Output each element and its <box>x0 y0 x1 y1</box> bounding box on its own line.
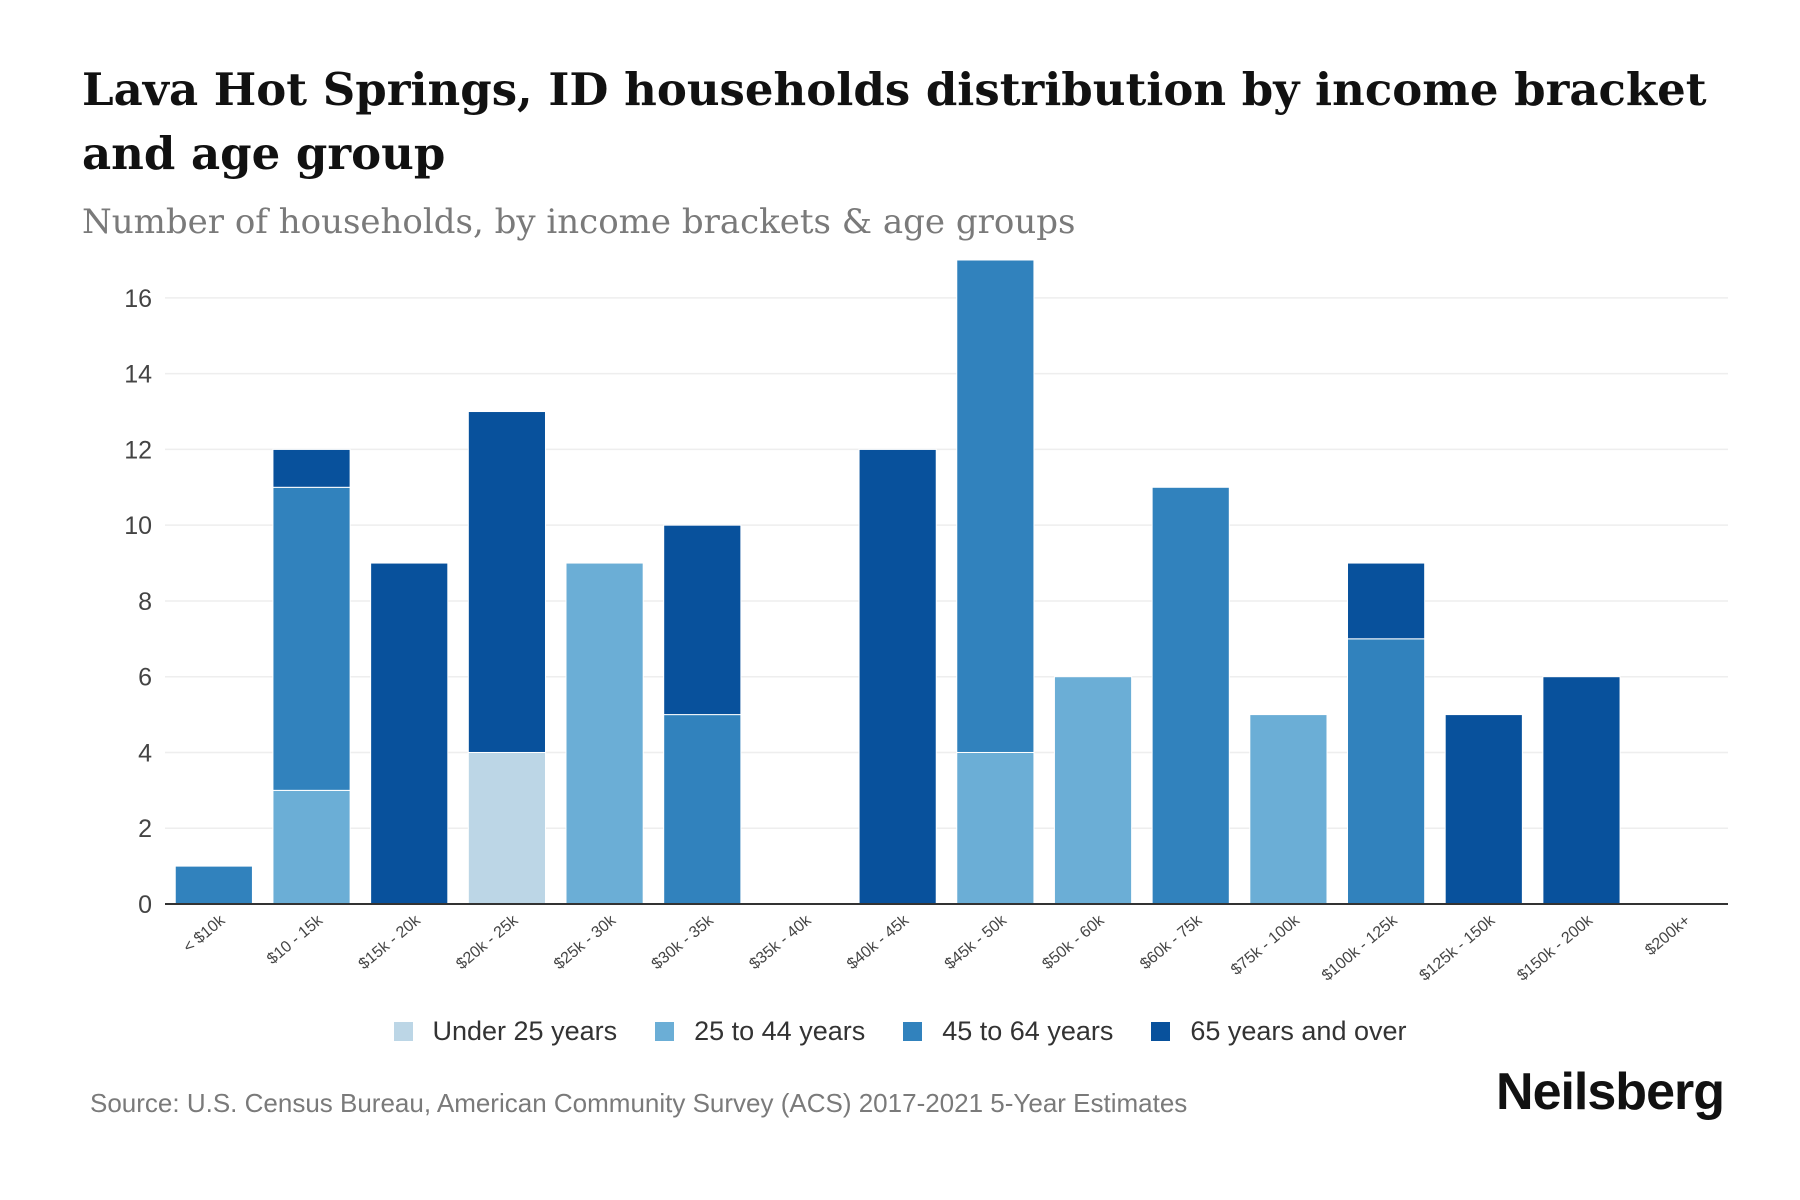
x-tick-label: $15k - 20k <box>356 911 425 973</box>
bar-segment <box>858 448 937 905</box>
legend-label-under-25: Under 25 years <box>432 1016 618 1046</box>
y-tick-label: 12 <box>124 436 152 464</box>
bar-segment <box>1347 562 1426 640</box>
legend-item-45-64: 45 to 64 years <box>903 1016 1113 1047</box>
y-tick-label: 6 <box>138 664 152 692</box>
legend-label-25-44: 25 to 44 years <box>694 1016 866 1046</box>
bar-segment <box>1444 714 1523 905</box>
y-tick-label: 4 <box>138 739 152 767</box>
bar-segment <box>663 524 742 716</box>
x-tick-label: $35k - 40k <box>746 911 815 973</box>
bar-segment <box>174 865 253 905</box>
bar-segment <box>272 789 351 905</box>
legend-swatch-25-44 <box>655 1022 675 1041</box>
legend-swatch-45-64 <box>903 1022 923 1041</box>
y-tick-label: 14 <box>124 361 152 389</box>
bar-segment <box>272 486 351 791</box>
x-tick-label: $25k - 30k <box>551 911 620 973</box>
bar-segment <box>370 562 449 905</box>
bar-segment <box>467 411 546 753</box>
legend-item-65-over: 65 years and over <box>1151 1016 1407 1047</box>
x-tick-label: $10 - 15k <box>264 911 327 968</box>
y-tick-label: 10 <box>124 512 152 540</box>
x-tick-label: $200k+ <box>1642 912 1693 959</box>
x-tick-label: $20k - 25k <box>453 911 522 973</box>
x-tick-label: $45k - 50k <box>942 911 1011 973</box>
bar-segment <box>956 259 1035 753</box>
x-tick-label: $75k - 100k <box>1228 911 1304 978</box>
bar-segment <box>1151 486 1230 905</box>
x-tick-label: $40k - 45k <box>844 911 913 973</box>
chart-subtitle: Number of households, by income brackets… <box>82 202 1076 242</box>
x-tick-label: $30k - 35k <box>649 911 718 973</box>
source-note: Source: U.S. Census Bureau, American Com… <box>90 1088 1188 1118</box>
y-tick-label: 16 <box>124 285 152 313</box>
legend-item-25-44: 25 to 44 years <box>655 1016 865 1047</box>
x-tick-label: $100k - 125k <box>1319 911 1402 984</box>
x-tick-label: < $10k <box>180 911 229 956</box>
bar-segment <box>663 714 742 905</box>
legend-swatch-65-over <box>1151 1022 1171 1041</box>
bar-segment <box>1053 676 1133 905</box>
legend-swatch-under-25 <box>393 1022 413 1041</box>
x-tick-label: $150k - 200k <box>1514 911 1597 984</box>
y-tick-label: 8 <box>138 588 152 616</box>
x-tick-label: $50k - 60k <box>1039 911 1108 973</box>
y-tick-label: 0 <box>138 891 152 919</box>
y-tick-label: 2 <box>138 815 152 843</box>
x-tick-label: $125k - 150k <box>1417 911 1500 984</box>
legend-label-45-64: 45 to 64 years <box>942 1016 1114 1046</box>
legend-item-under-25: Under 25 years <box>393 1016 618 1047</box>
legend-label-65-over: 65 years and over <box>1190 1016 1407 1046</box>
x-tick-label: $60k - 75k <box>1137 911 1206 973</box>
bar-segment <box>1542 676 1621 905</box>
bar-segment <box>467 751 546 905</box>
bar-segment <box>272 448 351 488</box>
bar-segment <box>1249 714 1328 905</box>
bar-segment <box>565 562 644 905</box>
legend: Under 25 years 25 to 44 years 45 to 64 y… <box>0 1016 1800 1047</box>
chart-title: Lava Hot Springs, ID households distribu… <box>82 63 1707 180</box>
bar-segment <box>956 751 1035 905</box>
brand-logo: Neilsberg <box>1496 1063 1725 1121</box>
bar-segment <box>1347 638 1426 905</box>
